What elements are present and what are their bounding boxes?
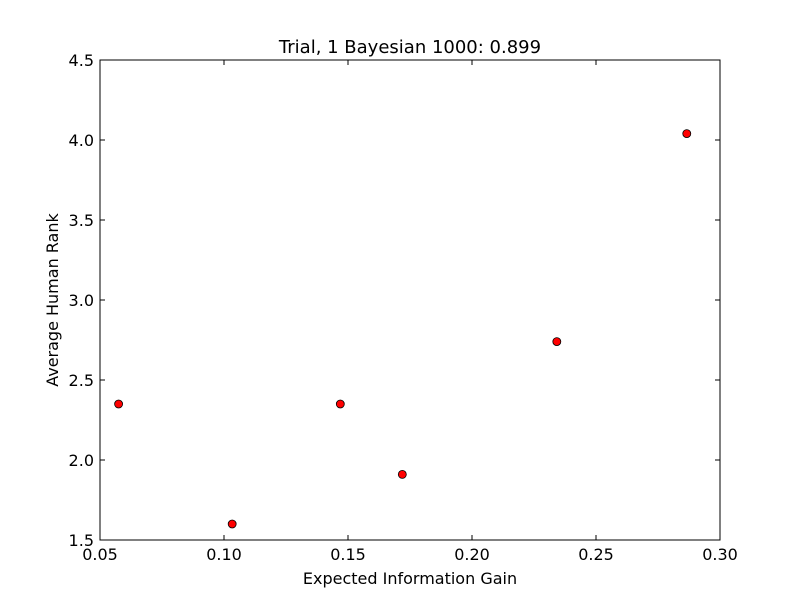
x-tick-label: 0.20 [454, 545, 490, 564]
data-point [227, 519, 237, 529]
y-tick-label: 4.5 [69, 51, 94, 70]
x-tick-label: 0.05 [82, 545, 118, 564]
data-point [397, 469, 407, 479]
x-tick-label: 0.25 [578, 545, 614, 564]
y-tick-label: 3.5 [69, 211, 94, 230]
y-axis-ticks: 1.5 2.0 2.5 3.0 3.5 4.0 4.5 [69, 51, 720, 550]
y-tick-label: 1.5 [69, 531, 94, 550]
x-tick-label: 0.30 [702, 545, 738, 564]
data-point [335, 399, 345, 409]
y-tick-label: 4.0 [69, 131, 94, 150]
y-tick-label: 3.0 [69, 291, 94, 310]
x-tick-label: 0.10 [206, 545, 242, 564]
y-tick-label: 2.0 [69, 451, 94, 470]
data-point [552, 337, 562, 347]
x-axis-ticks: 0.05 0.10 0.15 0.20 0.25 0.30 [82, 60, 738, 564]
data-point [114, 399, 123, 409]
data-point [682, 129, 692, 139]
y-axis-label: Average Human Rank [43, 212, 62, 386]
plot-area [99, 59, 721, 541]
data-points [114, 129, 692, 529]
x-axis-label: Expected Information Gain [303, 569, 517, 588]
plot-frame [99, 59, 721, 541]
chart-title: Trial, 1 Bayesian 1000: 0.899 [278, 37, 541, 58]
y-tick-label: 2.5 [69, 371, 94, 390]
x-tick-label: 0.15 [330, 545, 366, 564]
